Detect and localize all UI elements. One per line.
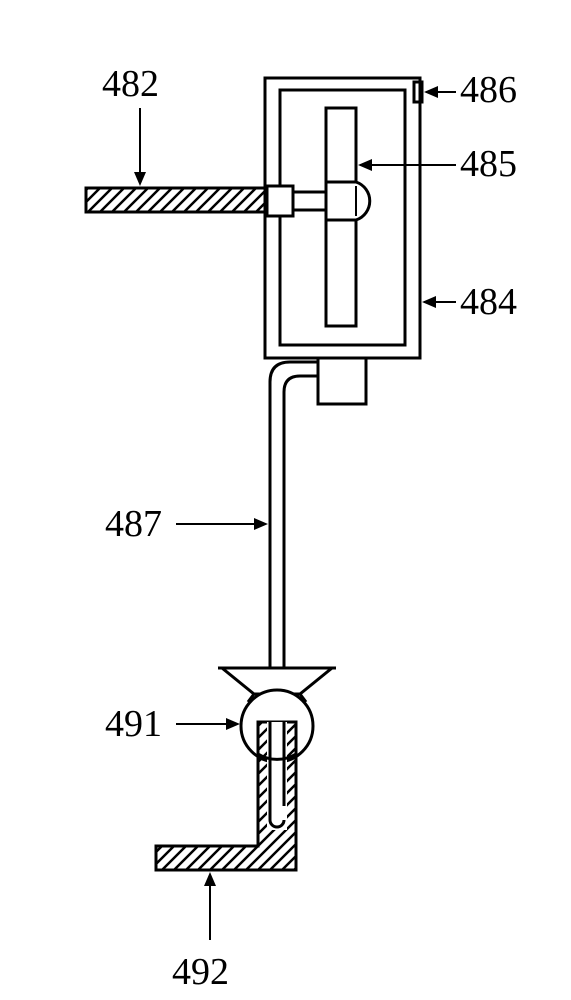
label-491: 491 xyxy=(105,702,162,746)
arm-482 xyxy=(86,188,266,212)
label-482: 482 xyxy=(102,62,159,106)
label-487: 487 xyxy=(105,502,162,546)
label-492: 492 xyxy=(172,950,229,994)
label-484: 484 xyxy=(460,280,517,324)
slider-round xyxy=(326,182,370,220)
bottom-box xyxy=(318,358,366,404)
slider-shaft xyxy=(293,192,328,210)
top-tab xyxy=(414,82,422,102)
knob xyxy=(267,186,293,216)
label-485: 485 xyxy=(460,142,517,186)
label-486: 486 xyxy=(460,68,517,112)
